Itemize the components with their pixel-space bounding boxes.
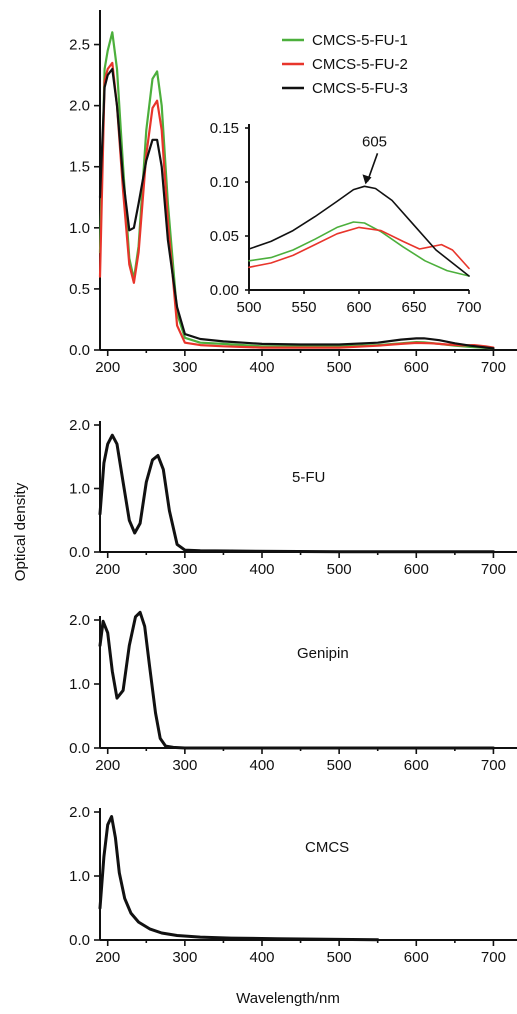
y-tick-label: 2.0 [69, 417, 90, 434]
y-tick-label: 0.00 [210, 282, 239, 299]
series-line-inset-2 [248, 185, 470, 277]
x-tick-label: 400 [249, 757, 274, 774]
x-tick-label: 500 [327, 949, 352, 966]
y-tick-label: 1.0 [69, 481, 90, 498]
panel-label: CMCS [305, 839, 349, 856]
y-axis-title: Optical density [12, 482, 29, 581]
peak-arrow-head [362, 174, 372, 185]
legend-entry: CMCS-5-FU-2 [312, 56, 408, 73]
panel-label: 5-FU [292, 469, 325, 486]
y-tick-label: 1.5 [69, 159, 90, 176]
y-tick-label: 1.0 [69, 868, 90, 885]
x-tick-label: 650 [401, 299, 426, 316]
x-tick-label: 500 [236, 299, 261, 316]
x-tick-label: 300 [172, 757, 197, 774]
x-tick-label: 200 [95, 949, 120, 966]
y-tick-label: 2.5 [69, 37, 90, 54]
x-tick-label: 300 [172, 561, 197, 578]
x-tick-label: 300 [172, 359, 197, 376]
y-tick-label: 2.0 [69, 804, 90, 821]
series-line-cmcs-5-fu-3 [98, 67, 495, 350]
panel-label: Genipin [297, 645, 349, 662]
x-tick-label: 700 [456, 299, 481, 316]
x-tick-label: 600 [404, 757, 429, 774]
y-tick-label: 1.0 [69, 676, 90, 693]
x-tick-label: 200 [95, 561, 120, 578]
y-tick-label: 0.0 [69, 740, 90, 757]
y-tick-label: 0.05 [210, 228, 239, 245]
y-tick-label: 1.0 [69, 220, 90, 237]
x-tick-label: 500 [327, 359, 352, 376]
x-tick-label: 700 [481, 757, 506, 774]
series-line-cmcs-0 [98, 815, 380, 942]
x-tick-label: 300 [172, 949, 197, 966]
y-tick-label: 2.0 [69, 98, 90, 115]
series-line-inset-1 [248, 226, 470, 270]
legend: CMCS-5-FU-1 CMCS-5-FU-2 CMCS-5-FU-3 [282, 32, 408, 97]
panel-inset: 500 550 600 650 700 0.00 0.05 0.10 0.15 605 [210, 120, 482, 316]
x-tick-label: 600 [404, 359, 429, 376]
x-tick-label: 500 [327, 561, 352, 578]
y-tick-label: 0.0 [69, 544, 90, 561]
x-tick-label: 400 [249, 561, 274, 578]
series-line-5-fu-0 [98, 433, 495, 554]
x-axis-title: Wavelength/nm [236, 990, 340, 1007]
x-tick-label: 700 [481, 359, 506, 376]
x-tick-label: 500 [327, 757, 352, 774]
panel-cmcs: 200 300 400 500 600 700 0.0 1.0 2.0 CMCS [69, 804, 517, 966]
x-tick-label: 550 [291, 299, 316, 316]
x-tick-label: 700 [481, 949, 506, 966]
x-tick-label: 700 [481, 561, 506, 578]
y-tick-label: 0.0 [69, 932, 90, 949]
panel-5-fu: 200 300 400 500 600 700 0.0 1.0 2.0 5-FU [69, 417, 517, 578]
x-tick-label: 600 [404, 949, 429, 966]
x-tick-label: 400 [249, 949, 274, 966]
panel-genipin: 200 300 400 500 600 700 0.0 1.0 2.0 Genipin [69, 610, 517, 774]
y-tick-label: 0.15 [210, 120, 239, 137]
x-tick-label: 400 [249, 359, 274, 376]
series-line-genipin-0 [98, 610, 495, 750]
x-tick-label: 600 [346, 299, 371, 316]
x-tick-label: 200 [95, 757, 120, 774]
x-tick-label: 600 [404, 561, 429, 578]
peak-annotation: 605 [362, 133, 387, 150]
panel-main: 200 300 400 500 600 700 0.0 0.5 1.0 1.5 2.0 2.5 CMCS… [69, 10, 517, 376]
y-tick-label: 0.0 [69, 342, 90, 359]
series-line-inset-0 [248, 221, 470, 277]
y-tick-label: 2.0 [69, 612, 90, 629]
x-tick-label: 200 [95, 359, 120, 376]
legend-entry: CMCS-5-FU-3 [312, 80, 408, 97]
inset-background [249, 128, 469, 290]
legend-entry: CMCS-5-FU-1 [312, 32, 408, 49]
y-tick-label: 0.5 [69, 281, 90, 298]
y-tick-label: 0.10 [210, 174, 239, 191]
